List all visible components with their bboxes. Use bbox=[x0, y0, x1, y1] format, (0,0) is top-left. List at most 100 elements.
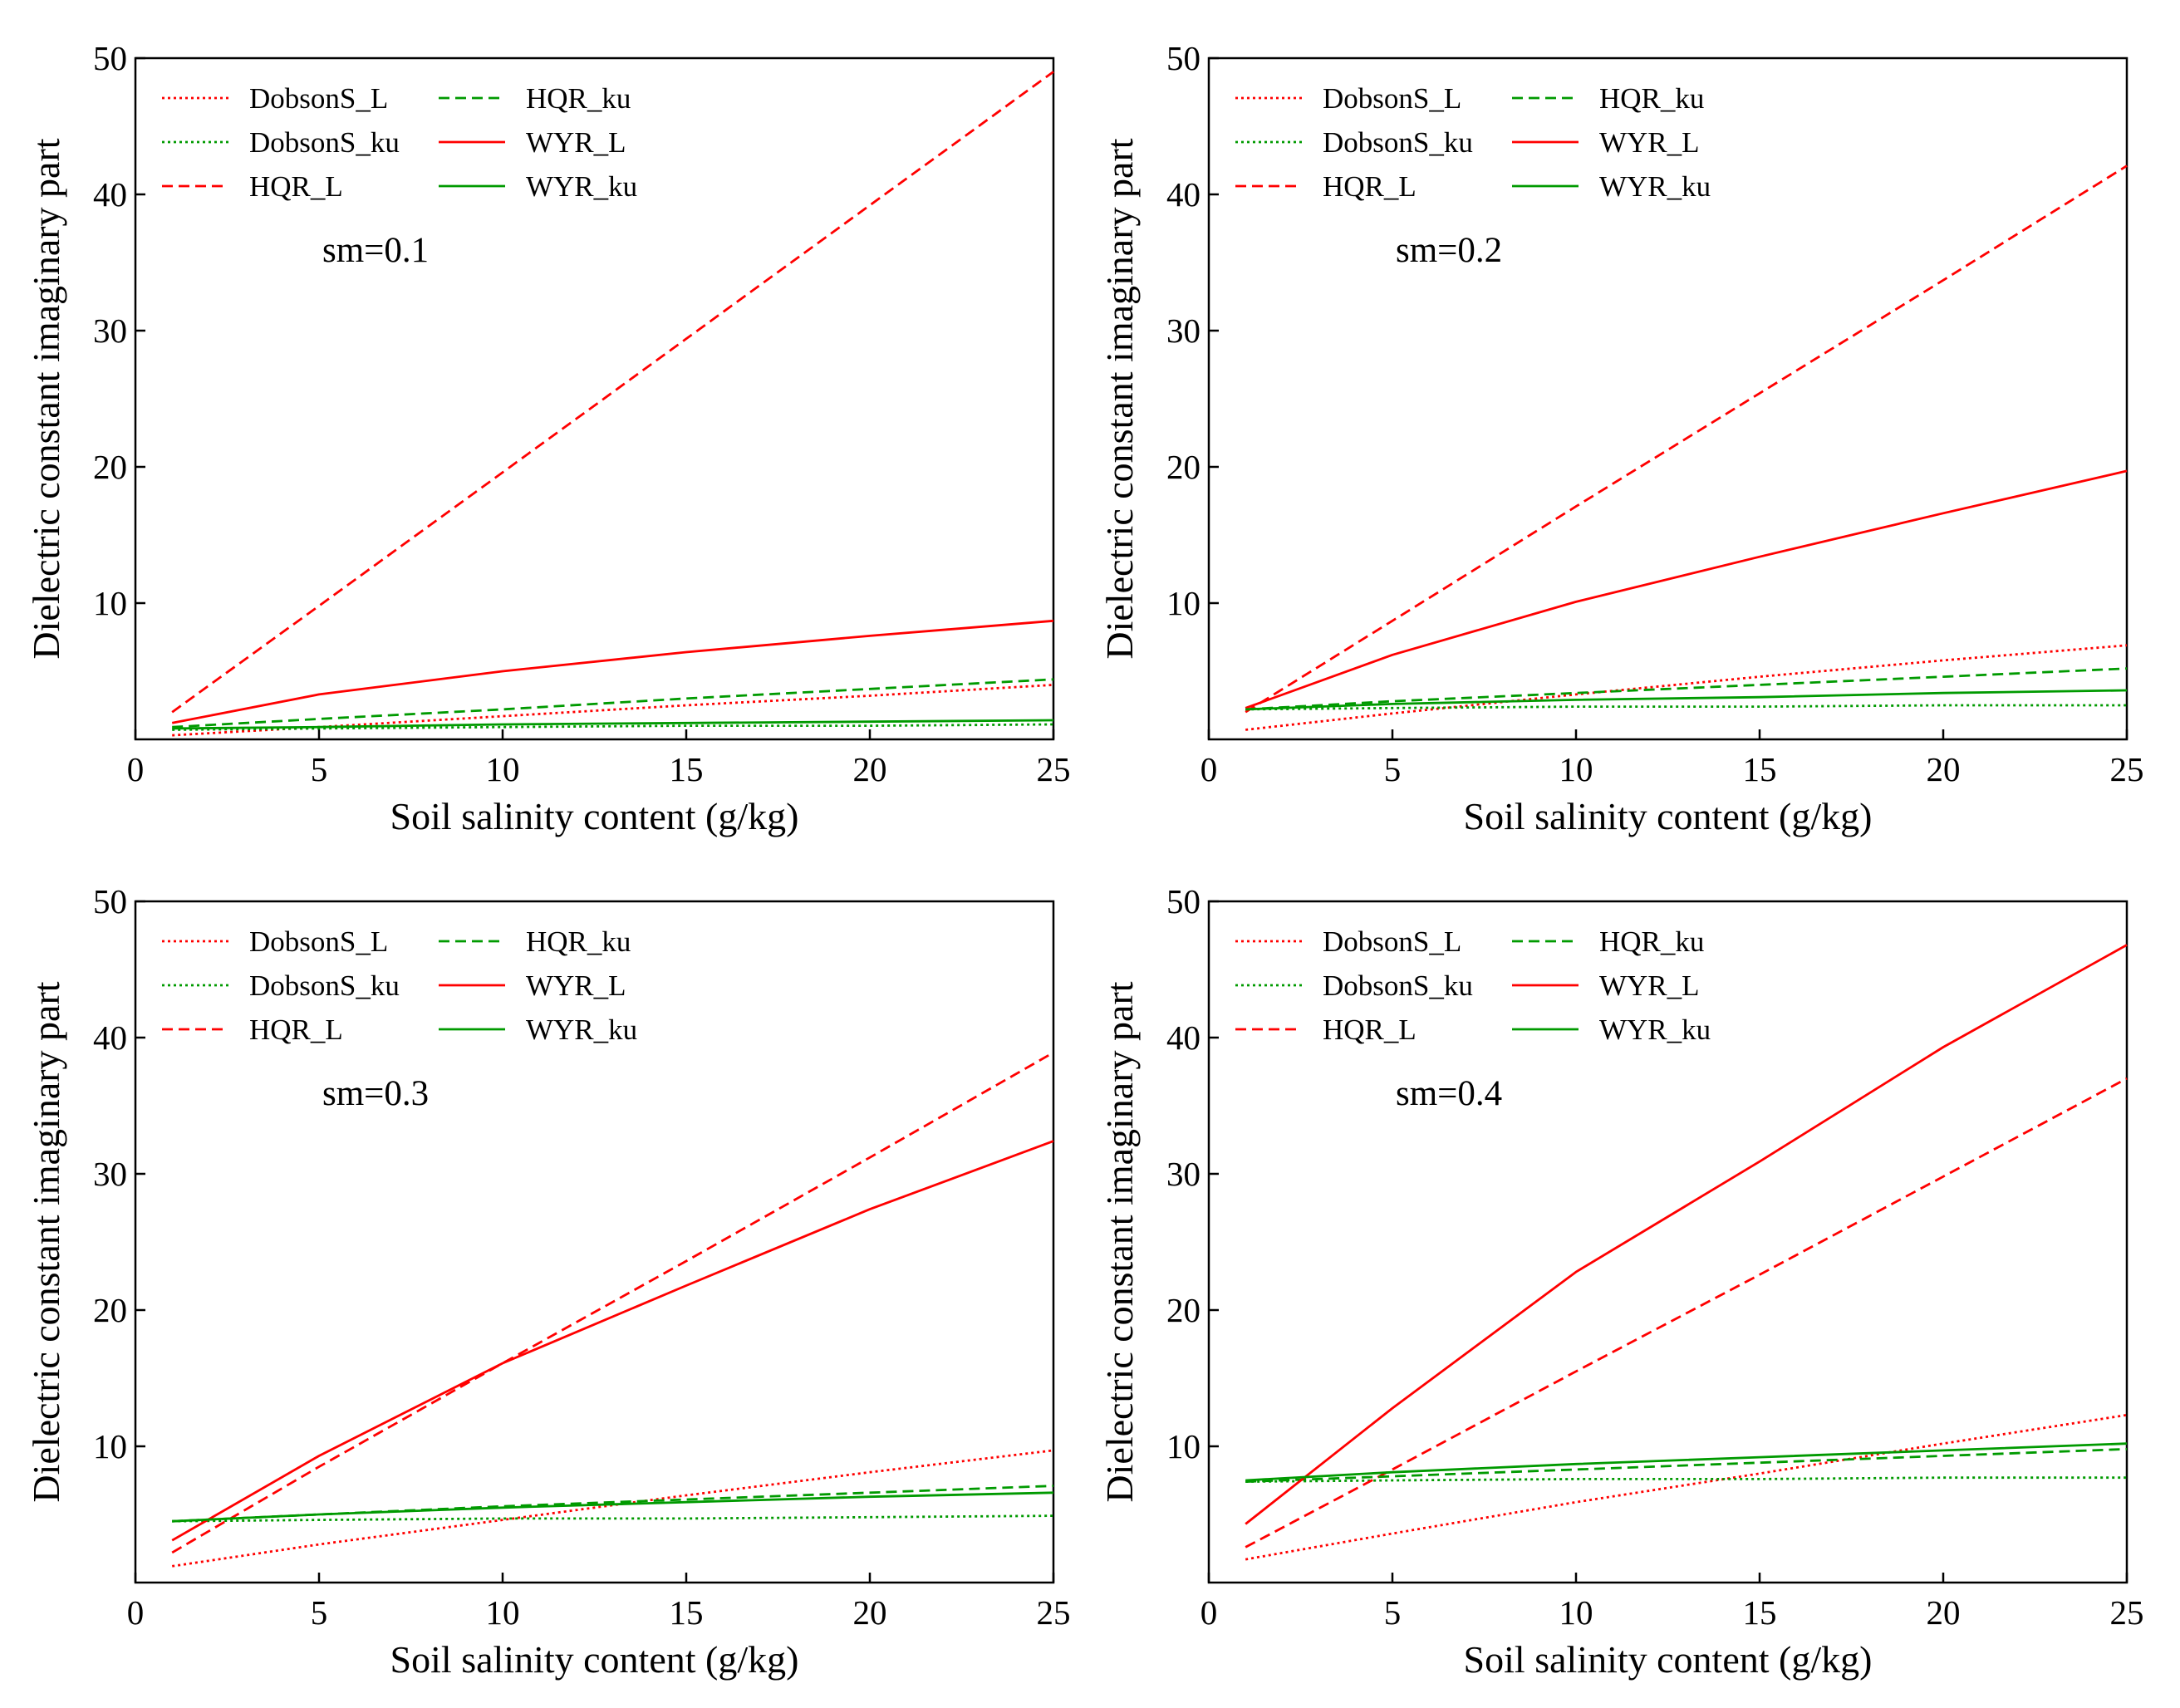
series-HQR_ku-line bbox=[1245, 1447, 2128, 1483]
x-tick-label: 25 bbox=[1037, 750, 1071, 788]
x-tick-label: 10 bbox=[486, 750, 520, 788]
y-tick-label: 20 bbox=[93, 1291, 127, 1329]
legend-label-DobsonS_L: DobsonS_L bbox=[1323, 82, 1461, 115]
legend-label-HQR_ku: HQR_ku bbox=[1599, 925, 1704, 958]
series-HQR_L-line bbox=[171, 1051, 1054, 1554]
x-tick-label: 20 bbox=[853, 1593, 887, 1632]
x-tick-label: 0 bbox=[1200, 750, 1218, 788]
y-tick-label: 40 bbox=[1166, 175, 1200, 214]
legend-label-DobsonS_ku: DobsonS_ku bbox=[1323, 969, 1473, 1002]
x-tick-label: 0 bbox=[127, 1593, 145, 1632]
x-tick-label: 25 bbox=[1037, 1593, 1071, 1632]
y-tick-label: 30 bbox=[1166, 1155, 1200, 1193]
x-tick-label: 15 bbox=[670, 1593, 704, 1632]
y-tick-label: 30 bbox=[93, 312, 127, 350]
series-WYR_ku-line bbox=[172, 1491, 1054, 1523]
soil-moisture-label: sm=0.2 bbox=[1396, 231, 1502, 270]
plot-frame bbox=[134, 56, 1055, 741]
x-tick-label: 15 bbox=[1743, 750, 1777, 788]
series-HQR_L-line bbox=[1245, 164, 2128, 714]
series-DobsonS_ku-line bbox=[1245, 704, 2127, 711]
y-tick-label: 40 bbox=[93, 175, 127, 214]
x-tick-label: 5 bbox=[311, 750, 328, 788]
x-axis-label: Soil salinity content (g/kg) bbox=[390, 1638, 799, 1681]
soil-moisture-label: sm=0.1 bbox=[322, 231, 429, 270]
legend-label-HQR_L: HQR_L bbox=[249, 170, 343, 203]
panel-2: 0 5 10 15 20 25 10 20 30 40 50 Soil salinity conten… bbox=[1098, 39, 2144, 837]
panel-3: 0 5 10 15 20 25 10 20 30 40 50 Soil salinity conten… bbox=[25, 882, 1071, 1681]
series-HQR_L-line bbox=[1245, 1077, 2128, 1548]
y-tick-label: 40 bbox=[93, 1018, 127, 1057]
x-tick-label: 5 bbox=[311, 1593, 328, 1632]
y-tick-label: 10 bbox=[93, 584, 127, 622]
legend-label-WYR_L: WYR_L bbox=[1599, 126, 1700, 159]
legend-label-DobsonS_ku: DobsonS_ku bbox=[1323, 126, 1473, 159]
legend-label-HQR_L: HQR_L bbox=[1323, 1014, 1417, 1046]
series-DobsonS_ku-line bbox=[1245, 1476, 2127, 1483]
legend-label-DobsonS_ku: DobsonS_ku bbox=[249, 969, 400, 1002]
legend-label-DobsonS_L: DobsonS_L bbox=[249, 925, 388, 958]
panel-4: 0 5 10 15 20 25 10 20 30 40 50 Soil salinity conten… bbox=[1098, 882, 2144, 1681]
series-WYR_L-line bbox=[171, 1140, 1054, 1542]
legend-label-HQR_ku: HQR_ku bbox=[526, 925, 631, 958]
legend-label-HQR_ku: HQR_ku bbox=[1599, 82, 1704, 115]
x-tick-label: 20 bbox=[1927, 1593, 1961, 1632]
plot-frame bbox=[1207, 900, 2128, 1584]
series-WYR_ku-line bbox=[172, 719, 1054, 730]
y-tick-label: 40 bbox=[1166, 1018, 1200, 1057]
series-HQR_ku-line bbox=[1245, 667, 2128, 711]
x-tick-label: 25 bbox=[2110, 1593, 2144, 1632]
soil-moisture-label: sm=0.4 bbox=[1396, 1074, 1502, 1113]
x-tick-label: 10 bbox=[1559, 1593, 1593, 1632]
panel-1: 0 5 10 15 20 25 10 20 30 40 50 Soil salinity conten… bbox=[25, 39, 1071, 837]
x-axis-label: Soil salinity content (g/kg) bbox=[1464, 1638, 1873, 1681]
legend-label-WYR_ku: WYR_ku bbox=[526, 170, 637, 203]
y-tick-label: 10 bbox=[1166, 584, 1200, 622]
y-tick-label: 20 bbox=[1166, 1291, 1200, 1329]
y-tick-label: 50 bbox=[93, 882, 127, 920]
series-WYR_L-line bbox=[171, 619, 1054, 724]
x-tick-label: 0 bbox=[127, 750, 145, 788]
x-axis-label: Soil salinity content (g/kg) bbox=[1464, 795, 1873, 837]
legend-label-DobsonS_ku: DobsonS_ku bbox=[249, 126, 400, 159]
x-tick-label: 15 bbox=[670, 750, 704, 788]
legend-label-HQR_L: HQR_L bbox=[249, 1014, 343, 1046]
series-HQR_L-line bbox=[171, 71, 1054, 714]
y-tick-label: 50 bbox=[1166, 882, 1200, 920]
y-tick-label: 20 bbox=[1166, 448, 1200, 486]
series-DobsonS_L-line bbox=[171, 1449, 1054, 1568]
x-tick-label: 5 bbox=[1384, 750, 1402, 788]
series-WYR_ku-line bbox=[1245, 1442, 2128, 1482]
legend-label-HQR_ku: HQR_ku bbox=[526, 82, 631, 115]
plot-frame bbox=[134, 900, 1055, 1584]
y-tick-label: 20 bbox=[93, 448, 127, 486]
series-DobsonS_L-line bbox=[1245, 1413, 2128, 1561]
y-tick-label: 10 bbox=[93, 1427, 127, 1465]
x-tick-label: 25 bbox=[2110, 750, 2144, 788]
series-WYR_L-line bbox=[1245, 944, 2128, 1525]
y-tick-label: 10 bbox=[1166, 1427, 1200, 1465]
legend-label-WYR_ku: WYR_ku bbox=[526, 1014, 637, 1046]
series-HQR_ku-line bbox=[172, 678, 1054, 729]
series-WYR_ku-line bbox=[1245, 689, 2128, 711]
y-tick-label: 30 bbox=[1166, 312, 1200, 350]
x-tick-label: 20 bbox=[853, 750, 887, 788]
y-axis-label: Dielectric constant imaginary part bbox=[1098, 138, 1141, 659]
y-tick-label: 50 bbox=[93, 39, 127, 77]
series-DobsonS_ku-line bbox=[172, 723, 1054, 731]
legend-label-WYR_L: WYR_L bbox=[1599, 969, 1700, 1002]
y-axis-label: Dielectric constant imaginary part bbox=[25, 981, 67, 1502]
soil-moisture-label: sm=0.3 bbox=[322, 1074, 429, 1113]
series-DobsonS_ku-line bbox=[172, 1514, 1054, 1523]
x-tick-label: 0 bbox=[1200, 1593, 1218, 1632]
y-tick-label: 50 bbox=[1166, 39, 1200, 77]
y-axis-label: Dielectric constant imaginary part bbox=[1098, 981, 1141, 1502]
legend-label-DobsonS_L: DobsonS_L bbox=[1323, 925, 1461, 958]
y-axis-label: Dielectric constant imaginary part bbox=[25, 138, 67, 659]
series-WYR_L-line bbox=[1245, 469, 2128, 709]
x-tick-label: 5 bbox=[1384, 1593, 1402, 1632]
legend-label-WYR_L: WYR_L bbox=[526, 969, 626, 1002]
legend-label-WYR_ku: WYR_ku bbox=[1599, 1014, 1711, 1046]
